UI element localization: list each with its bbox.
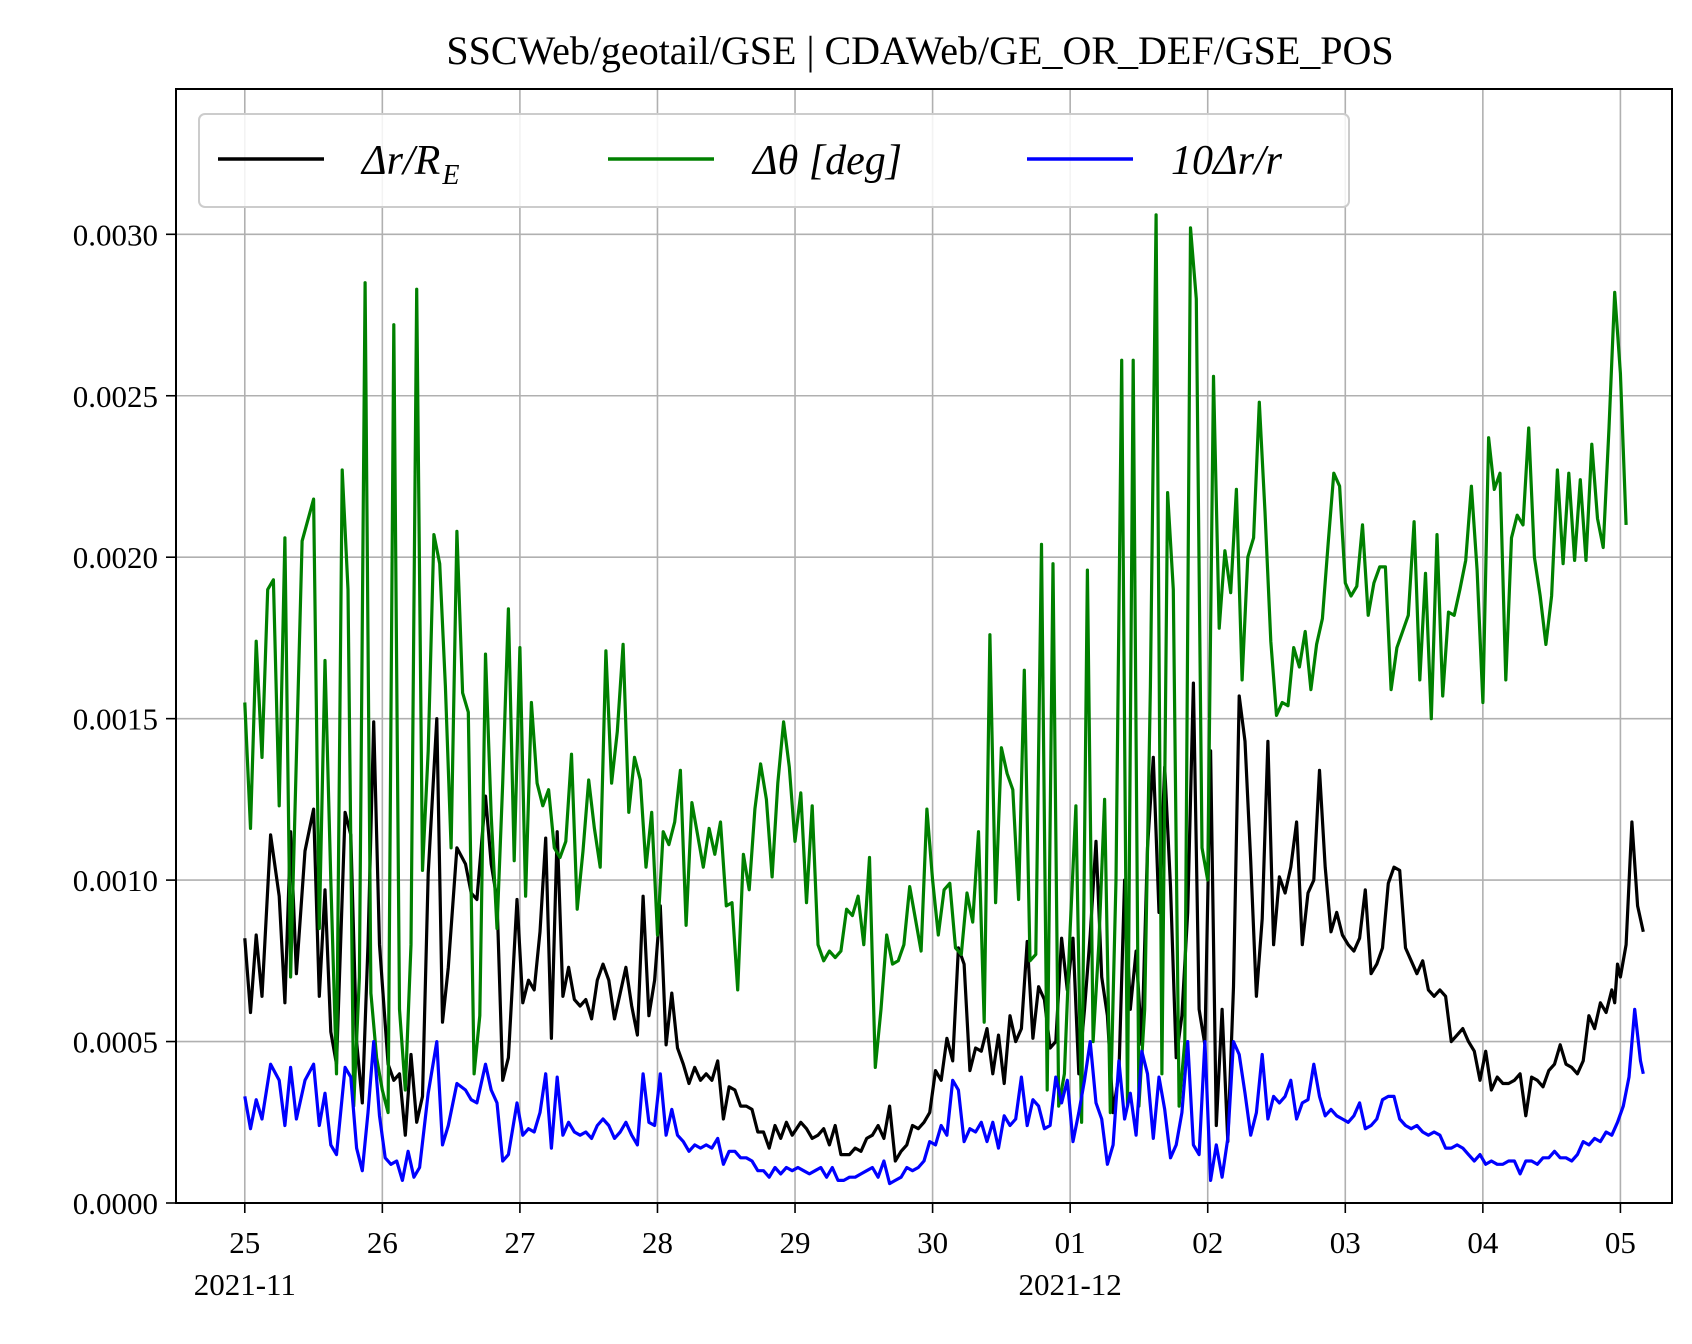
x-tick-label: 29 [780,1225,811,1260]
y-tick-label: 0.0020 [73,540,158,575]
x-tick-label: 05 [1605,1225,1636,1260]
x-tick-label: 30 [917,1225,948,1260]
series-layer [243,213,1645,1186]
y-tick-label: 0.0015 [73,702,158,737]
x-tick-label: 26 [367,1225,398,1260]
x-tick-label: 04 [1467,1225,1499,1260]
chart-title: SSCWeb/geotail/GSE | CDAWeb/GE_OR_DEF/GS… [446,28,1393,73]
series-line-2 [243,1007,1645,1186]
y-tick-label: 0.0000 [73,1186,158,1221]
x-tick-label: 02 [1192,1225,1223,1260]
x-tick-label: 28 [642,1225,673,1260]
y-tick-label: 0.0025 [73,379,158,414]
y-tick-label: 0.0005 [73,1025,158,1060]
x-tick-label: 25 [229,1225,260,1260]
legend-label: Δθ [deg] [751,138,902,184]
legend: Δr/R E Δθ [deg] 10Δr/r [198,113,1350,208]
y-tick-label: 0.0010 [73,863,158,898]
legend-box [198,113,1350,208]
x-tick-sublabel: 2021-12 [1018,1267,1121,1302]
x-tick-label: 01 [1055,1225,1086,1260]
x-tick-sublabel: 2021-11 [194,1267,296,1302]
x-tick-label: 03 [1330,1225,1361,1260]
series-line-1 [243,213,1628,1124]
legend-label-subscript: E [441,160,459,191]
plot-frame [175,88,1673,1204]
axes: 25 2021-11 26 27 28 29 30 01 2021-12 02 03 04 05 0.00… [73,217,1636,1302]
y-tick-label: 0.0030 [73,217,158,252]
x-tick-label: 27 [504,1225,535,1260]
legend-label: 10Δr/r [1171,138,1283,184]
legend-label: Δr/R [360,138,440,184]
series-line-0 [243,681,1645,1163]
